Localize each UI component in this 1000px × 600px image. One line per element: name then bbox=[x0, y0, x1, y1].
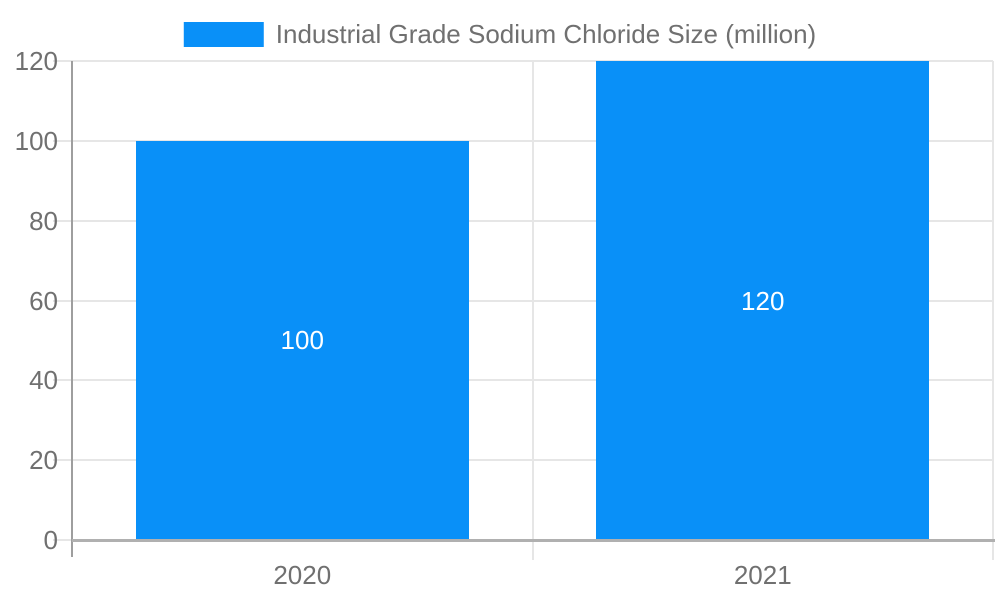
bar-value-label: 120 bbox=[741, 285, 785, 316]
y-tick-label: 20 bbox=[29, 445, 58, 476]
gridline-x bbox=[992, 61, 994, 560]
y-tick-label: 40 bbox=[29, 365, 58, 396]
y-tick-label: 60 bbox=[29, 285, 58, 316]
y-axis-tick bbox=[53, 379, 72, 382]
legend: Industrial Grade Sodium Chloride Size (m… bbox=[183, 19, 817, 50]
y-axis-tick bbox=[53, 299, 72, 302]
y-tick-label: 0 bbox=[43, 525, 58, 555]
y-axis-tick bbox=[53, 60, 72, 62]
y-tick-label: 120 bbox=[14, 46, 58, 76]
bar-2020: 100 bbox=[135, 140, 469, 540]
bar-2021: 120 bbox=[596, 61, 930, 540]
y-tick-label: 100 bbox=[14, 125, 58, 156]
y-axis-tick bbox=[53, 139, 72, 142]
legend-label: Industrial Grade Sodium Chloride Size (m… bbox=[275, 19, 817, 49]
y-tick-label: 80 bbox=[29, 205, 58, 236]
bar-value-label: 100 bbox=[280, 325, 324, 356]
y-axis-tick bbox=[53, 459, 72, 462]
x-category-label: 2020 bbox=[273, 560, 332, 590]
x-category-label: 2021 bbox=[733, 560, 792, 590]
legend-swatch bbox=[183, 22, 264, 47]
y-axis-line bbox=[71, 61, 73, 557]
y-axis-tick bbox=[53, 539, 72, 541]
x-axis-line bbox=[72, 539, 995, 542]
gridline-x bbox=[531, 61, 534, 560]
y-axis-tick bbox=[53, 219, 72, 222]
